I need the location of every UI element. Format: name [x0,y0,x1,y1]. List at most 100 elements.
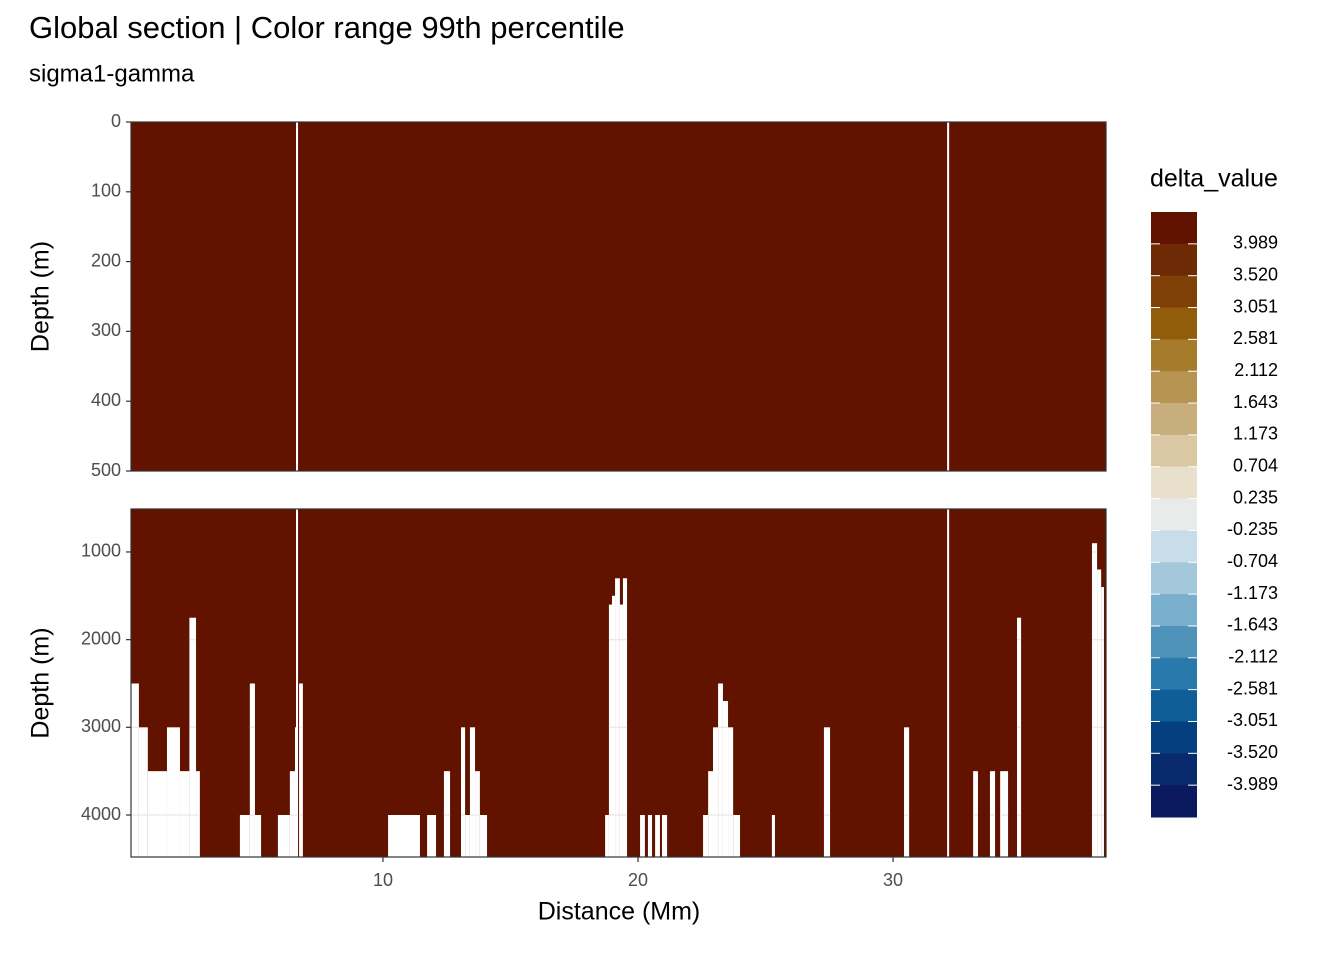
legend-label: 1.173 [1233,424,1278,444]
below-bottom [1000,771,1009,857]
below-bottom [708,771,713,857]
below-bottom [611,595,616,857]
below-bottom [443,771,451,857]
below-bottom [973,771,978,857]
legend-swatch [1151,371,1197,404]
panel-border [130,121,1107,472]
legend-label: 3.989 [1233,233,1278,253]
below-bottom [622,578,628,857]
below-bottom [605,815,609,857]
below-bottom [615,578,620,857]
legend-swatch [1151,625,1197,659]
legend-label: 1.643 [1233,392,1278,412]
below-bottom [179,771,190,857]
below-bottom [1101,587,1104,857]
legend-label: -2.112 [1228,647,1278,667]
legend-label: 2.112 [1234,360,1278,380]
below-bottom [254,815,262,857]
legend-swatch [1151,498,1197,531]
legend-title: delta_value [1150,165,1278,193]
x-tick-label: 10 [373,870,393,890]
below-bottom [722,701,729,857]
below-bottom [728,727,734,857]
y-tick-label: 300 [91,320,121,340]
missing-station [296,509,299,857]
below-bottom [733,815,741,857]
legend-label: -3.989 [1227,774,1278,794]
below-bottom [138,727,148,857]
legend-label: -3.520 [1227,742,1278,762]
section-fill [131,122,1106,471]
below-bottom [469,727,476,857]
y-tick-label: 0 [111,111,121,131]
legend-swatch [1151,594,1197,627]
below-bottom [608,604,612,857]
below-bottom [1097,569,1102,857]
legend-label: 2.581 [1233,328,1278,348]
below-bottom [712,727,719,857]
legend-swatch [1151,721,1197,754]
below-bottom [479,815,488,857]
below-bottom [239,815,250,857]
legend-label: 3.520 [1233,264,1278,284]
below-bottom [465,815,470,857]
y-tick-label: 100 [91,181,121,201]
below-bottom [427,815,437,857]
legend-label: -2.581 [1227,678,1278,698]
below-bottom [619,604,623,857]
below-bottom [1091,543,1098,857]
legend-swatch [1151,339,1197,372]
below-bottom [294,727,298,857]
y-tick-label: 4000 [81,804,121,824]
below-bottom [196,771,200,857]
y-axis-title: Depth (m) [27,627,55,738]
below-bottom [289,771,295,857]
legend-swatch [1151,562,1197,595]
legend-swatch [1151,212,1197,245]
legend-label: 0.235 [1233,487,1278,507]
x-axis-title: Distance (Mm) [538,898,701,926]
legend-swatch [1151,530,1197,563]
legend-label: -3.051 [1227,710,1278,730]
below-bottom [299,683,303,857]
below-bottom [989,771,996,857]
below-bottom [823,727,831,857]
below-bottom [475,771,480,857]
legend-swatch [1151,657,1197,691]
below-bottom [647,815,653,857]
chart-subtitle: sigma1-gamma [29,60,195,87]
y-tick-label: 2000 [81,628,121,648]
missing-station [947,122,950,471]
legend-label: 0.704 [1233,455,1278,475]
missing-station [947,509,950,857]
below-bottom [461,727,466,857]
below-bottom [277,815,290,857]
below-bottom [904,727,910,857]
legend-label: 3.051 [1233,296,1278,316]
y-tick-label: 3000 [81,716,121,736]
below-bottom [771,815,775,857]
legend-label: -1.173 [1227,583,1278,603]
below-bottom [1016,617,1022,857]
y-tick-label: 400 [91,390,121,410]
y-tick-label: 200 [91,250,121,270]
legend-label: -0.704 [1227,551,1278,571]
below-bottom [388,815,420,857]
below-bottom [131,683,139,857]
below-bottom [703,815,709,857]
below-bottom [661,815,668,857]
legend-swatch [1151,275,1197,309]
legend-swatch [1151,403,1197,436]
below-bottom [718,683,723,857]
panel-border [130,508,1107,858]
below-bottom [166,727,180,857]
legend-label: -1.643 [1227,615,1278,635]
y-tick-label: 1000 [81,541,121,561]
legend-swatch [1151,753,1197,786]
legend-swatch [1151,243,1197,277]
below-bottom [147,771,167,857]
below-bottom [655,815,660,857]
chart-title: Global section | Color range 99th percen… [29,10,625,45]
below-bottom [189,617,197,857]
